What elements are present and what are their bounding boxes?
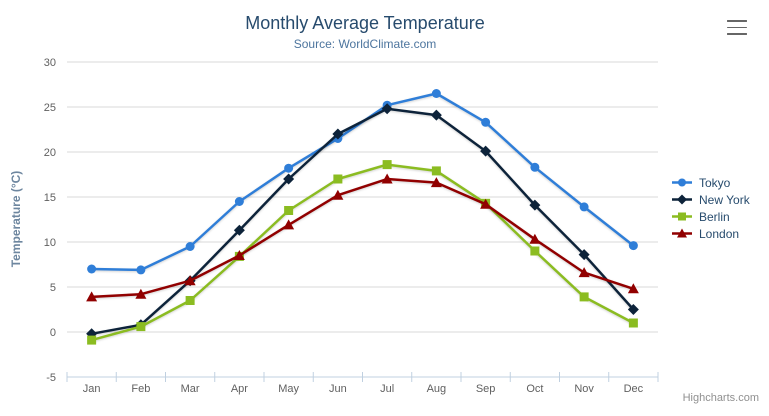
london-point-jul[interactable]: [381, 173, 393, 184]
x-axis-label-dec: Dec: [624, 383, 644, 395]
highcharts-credits-link[interactable]: Highcharts.com: [682, 392, 759, 404]
chart-title: Monthly Average Temperature: [245, 13, 485, 33]
x-axis-label-apr: Apr: [231, 383, 248, 395]
berlin-point-mar[interactable]: [185, 296, 195, 305]
new-york-line[interactable]: [90, 107, 635, 336]
hamburger-menu-icon: [727, 26, 747, 29]
x-axis-label-may: May: [278, 383, 299, 395]
legend-marker-tokyo-circle-icon: [672, 178, 692, 187]
new-york-point-apr[interactable]: [233, 224, 245, 236]
new-york-point-jun[interactable]: [332, 128, 344, 140]
y-axis-title: Temperature (°C): [9, 170, 23, 268]
london-line[interactable]: [90, 177, 635, 299]
x-axis-label-mar: Mar: [181, 383, 200, 395]
london-point-may[interactable]: [283, 219, 295, 230]
london-point-apr[interactable]: [233, 250, 245, 260]
chart-subtitle: Source: WorldClimate.com: [293, 37, 437, 51]
legend-symbol-berlin[interactable]: [678, 212, 686, 221]
legend-item-tokyo[interactable]: Tokyo: [672, 174, 750, 191]
tokyo-point-feb[interactable]: [136, 265, 146, 275]
new-york-point-jul[interactable]: [381, 103, 393, 115]
berlin-point-jan[interactable]: [87, 335, 97, 345]
tokyo-point-may[interactable]: [284, 163, 294, 173]
tokyo-line[interactable]: [90, 92, 635, 272]
y-axis-label--5: -5: [46, 372, 56, 384]
london-point-mar[interactable]: [184, 275, 196, 286]
legend-item-london[interactable]: London: [672, 225, 750, 242]
london-point-jun[interactable]: [332, 189, 344, 200]
berlin-line[interactable]: [90, 163, 635, 342]
x-axis-label-feb: Feb: [131, 383, 150, 395]
tokyo-point-apr[interactable]: [234, 197, 244, 206]
y-axis-label-0: 0: [50, 327, 56, 339]
new-york-point-dec[interactable]: [627, 304, 639, 315]
y-axis-label-15: 15: [44, 192, 56, 204]
london-point-jan[interactable]: [86, 291, 98, 302]
berlin-point-jun[interactable]: [333, 174, 343, 184]
x-axis-label-jul: Jul: [380, 383, 394, 395]
tokyo-point-jan[interactable]: [87, 264, 97, 274]
berlin-point-oct[interactable]: [530, 246, 540, 256]
legend-symbol-tokyo[interactable]: [678, 178, 686, 187]
x-axis-label-jan: Jan: [83, 383, 101, 395]
new-york-series[interactable]: [86, 103, 639, 340]
legend-item-berlin[interactable]: Berlin: [672, 208, 750, 225]
london-point-feb[interactable]: [135, 288, 147, 299]
new-york-point-may[interactable]: [283, 173, 295, 185]
legend-symbol-new-york[interactable]: [677, 194, 687, 205]
y-axis-label-20: 20: [44, 147, 56, 159]
y-axis-label-10: 10: [44, 237, 56, 249]
new-york-point-aug[interactable]: [430, 109, 442, 121]
legend-marker-berlin-square-icon: [672, 212, 692, 221]
tokyo-point-mar[interactable]: [185, 242, 195, 251]
grid-layer: -5 0 5 10 15 20 25 30: [44, 57, 658, 384]
london-point-oct[interactable]: [529, 233, 541, 244]
legend-symbol-london[interactable]: [677, 228, 687, 238]
legend-label-tokyo: Tokyo: [699, 175, 731, 190]
hamburger-menu-icon: [727, 33, 747, 36]
tokyo-point-dec[interactable]: [628, 241, 638, 251]
x-axis-label-aug: Aug: [427, 383, 447, 395]
legend-item-new-york[interactable]: New York: [672, 191, 750, 208]
tokyo-point-sep[interactable]: [481, 117, 491, 127]
tokyo-point-nov[interactable]: [579, 202, 589, 212]
berlin-point-aug[interactable]: [431, 166, 441, 176]
x-axis-label-nov: Nov: [574, 383, 594, 395]
y-axis-label-25: 25: [44, 102, 56, 114]
y-axis-label-30: 30: [44, 57, 56, 69]
tokyo-series[interactable]: [87, 89, 638, 275]
axis-layer: Jan Feb Mar Apr May Jun Jul Aug Sep Oct Nov Dec: [66, 372, 659, 395]
tokyo-point-oct[interactable]: [530, 162, 540, 172]
hamburger-menu-icon: [727, 20, 747, 22]
berlin-point-may[interactable]: [284, 206, 294, 215]
berlin-point-feb[interactable]: [136, 322, 146, 332]
y-axis-label-5: 5: [50, 282, 56, 294]
new-york-point-nov[interactable]: [578, 249, 590, 261]
london-point-aug[interactable]: [430, 177, 442, 188]
legend-marker-london-triangle-icon: [672, 228, 692, 238]
berlin-point-jul[interactable]: [382, 160, 392, 170]
legend-label-berlin: Berlin: [699, 209, 730, 224]
london-point-nov[interactable]: [578, 267, 590, 278]
tokyo-point-aug[interactable]: [431, 89, 441, 98]
x-axis-label-oct: Oct: [526, 383, 543, 395]
london-series[interactable]: [86, 173, 639, 302]
new-york-point-sep[interactable]: [480, 145, 492, 157]
series-layer[interactable]: [86, 89, 639, 345]
legend-marker-new-york-diamond-icon: [672, 194, 692, 205]
legend: Tokyo New York Berlin London: [672, 174, 750, 242]
legend-label-london: London: [699, 226, 740, 241]
x-axis-label-sep: Sep: [476, 383, 496, 395]
london-point-dec[interactable]: [627, 283, 639, 294]
chart-context-menu-button[interactable]: [727, 20, 747, 40]
new-york-point-oct[interactable]: [529, 199, 541, 211]
berlin-point-dec[interactable]: [628, 318, 638, 328]
london-point-sep[interactable]: [480, 198, 492, 209]
legend-label-new-york: New York: [699, 192, 750, 207]
x-axis-label-jun: Jun: [329, 383, 347, 395]
berlin-point-nov[interactable]: [579, 292, 589, 302]
